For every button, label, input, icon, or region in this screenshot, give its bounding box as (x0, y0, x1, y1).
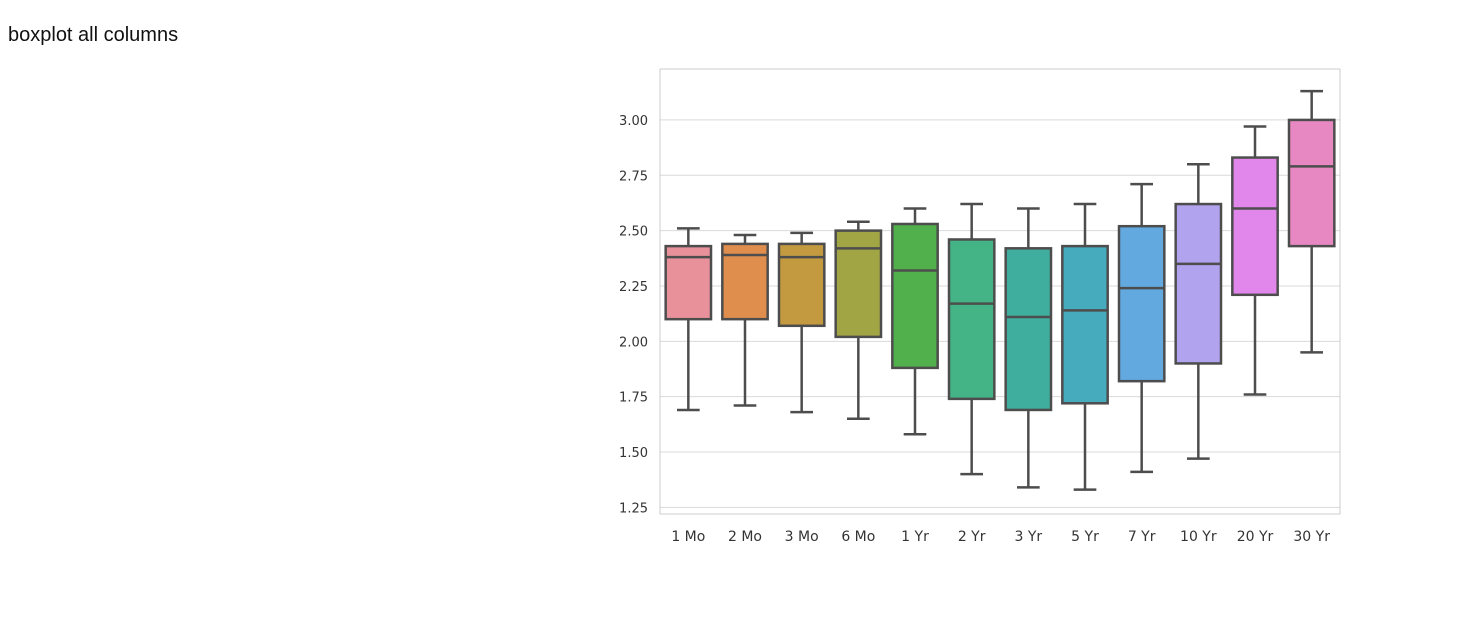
y-tick-label: 2.50 (619, 225, 648, 240)
box-5-yr (1061, 244, 1109, 405)
box-7-yr (1117, 224, 1166, 383)
box-1-yr (891, 222, 939, 370)
x-tick-label: 10 Yr (1180, 529, 1217, 545)
x-tick-label: 20 Yr (1237, 529, 1274, 545)
x-tick-label: 7 Yr (1128, 529, 1156, 545)
x-tick-label: 1 Yr (901, 529, 929, 545)
y-tick-label: 1.50 (619, 446, 648, 461)
x-tick-label: 30 Yr (1293, 529, 1330, 545)
x-tick-label: 5 Yr (1071, 529, 1099, 545)
x-tick-label: 6 Mo (841, 529, 875, 545)
x-tick-label: 3 Mo (785, 529, 819, 545)
y-tick-label: 2.25 (619, 280, 648, 295)
box-2-yr (947, 238, 996, 401)
y-tick-label: 2.75 (619, 169, 648, 184)
box-2-mo (721, 242, 769, 321)
plot-frame (659, 68, 1341, 515)
y-tick-label: 2.00 (619, 335, 648, 350)
x-tick-label: 1 Mo (671, 529, 705, 545)
box-30-yr (1287, 118, 1336, 248)
boxplot-chart: 1.25 1.50 1.75 2.00 2.25 2.50 2.75 3.00 1 Mo 2 Mo… (619, 68, 1341, 545)
y-tick-label: 1.75 (619, 391, 648, 406)
box-10-yr (1174, 202, 1223, 365)
x-tick-label: 3 Yr (1014, 529, 1042, 545)
y-tick-label: 1.25 (619, 501, 648, 516)
box-6-mo (834, 229, 883, 339)
box-3-yr (1004, 247, 1053, 412)
box-20-yr (1231, 156, 1279, 297)
y-tick-label: 3.00 (619, 114, 648, 129)
chart-container: 1.25 1.50 1.75 2.00 2.25 2.50 2.75 3.00 1 Mo 2 Mo… (560, 50, 1360, 570)
x-tick-label: 2 Yr (958, 529, 986, 545)
cell-caption: boxplot all columns (8, 24, 179, 46)
x-tick-label: 2 Mo (728, 529, 762, 545)
